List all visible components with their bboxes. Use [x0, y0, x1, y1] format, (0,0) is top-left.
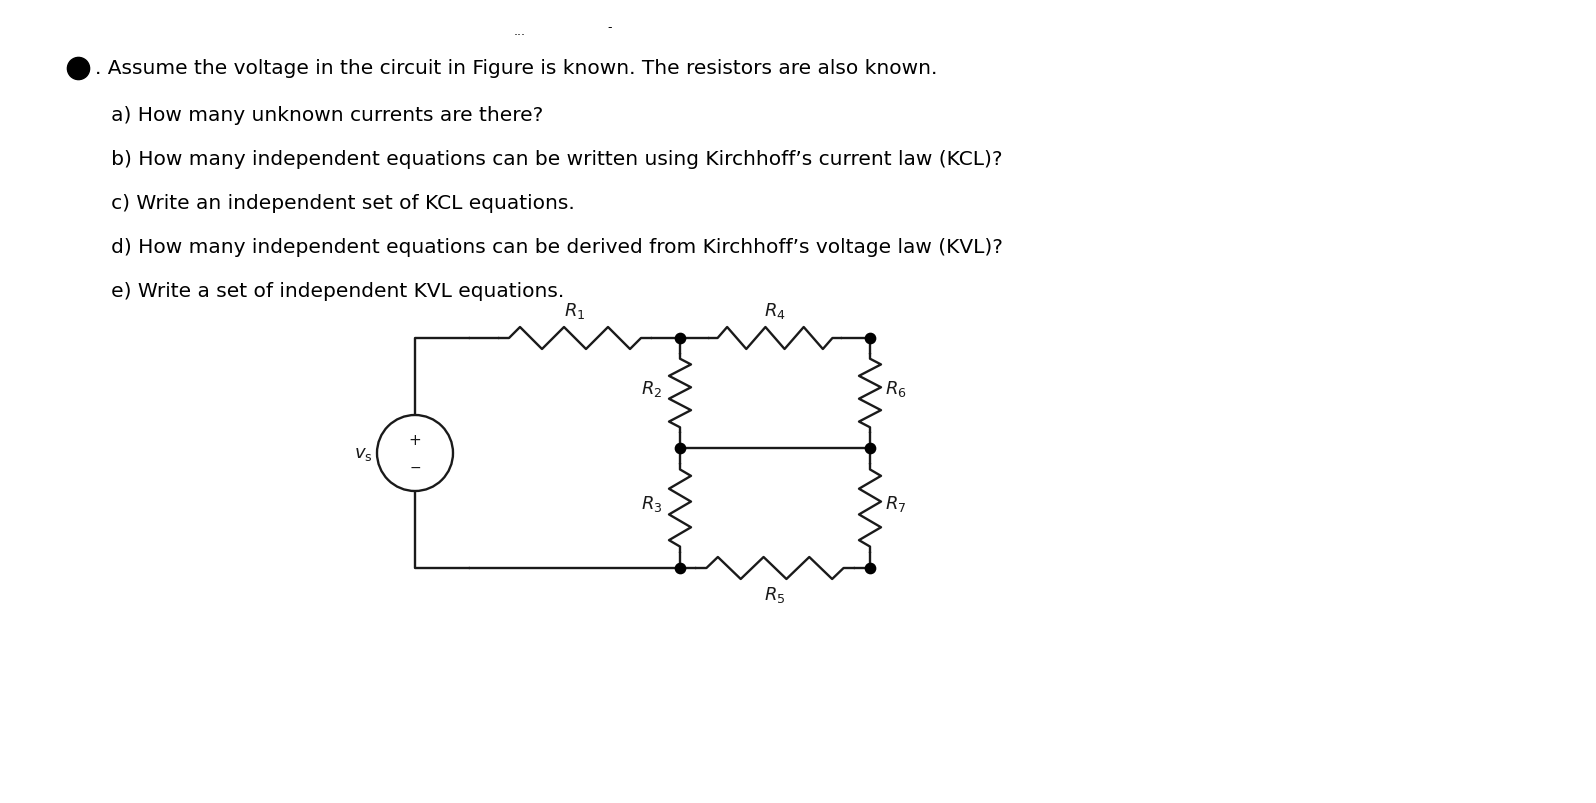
- Text: $R_6$: $R_6$: [886, 378, 907, 398]
- Text: -: -: [608, 22, 613, 35]
- Point: [667, 562, 693, 575]
- Text: a) How many unknown currents are there?: a) How many unknown currents are there?: [93, 106, 543, 125]
- Point: [857, 442, 883, 454]
- Text: $R_3$: $R_3$: [640, 493, 662, 513]
- Text: . Assume the voltage in the circuit in Figure is known. The resistors are also k: . Assume the voltage in the circuit in F…: [96, 59, 937, 79]
- Text: $R_7$: $R_7$: [886, 493, 907, 513]
- Point: [857, 562, 883, 575]
- Text: +: +: [409, 433, 421, 448]
- Text: −: −: [409, 460, 421, 475]
- Point: [667, 442, 693, 454]
- Text: d) How many independent equations can be derived from Kirchhoff’s voltage law (K: d) How many independent equations can be…: [93, 238, 1002, 257]
- Text: c) Write an independent set of KCL equations.: c) Write an independent set of KCL equat…: [93, 194, 575, 214]
- Text: $R_4$: $R_4$: [764, 300, 785, 320]
- Text: $R_5$: $R_5$: [764, 585, 785, 604]
- Text: e) Write a set of independent KVL equations.: e) Write a set of independent KVL equati…: [93, 282, 565, 301]
- Text: $R_1$: $R_1$: [565, 300, 586, 320]
- Text: ...: ...: [514, 26, 527, 39]
- Point: [667, 332, 693, 345]
- Text: $v_{\rm s}$: $v_{\rm s}$: [354, 444, 372, 463]
- Text: b) How many independent equations can be written using Kirchhoff’s current law (: b) How many independent equations can be…: [93, 150, 1002, 169]
- Text: $R_2$: $R_2$: [640, 378, 662, 398]
- Point: [857, 332, 883, 345]
